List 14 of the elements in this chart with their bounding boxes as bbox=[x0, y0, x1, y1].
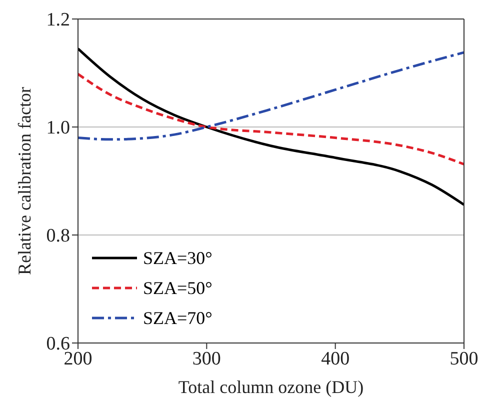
y-tick-label: 1.0 bbox=[46, 118, 70, 139]
x-axis-title: Total column ozone (DU) bbox=[178, 377, 364, 397]
y-tick-label: 0.8 bbox=[46, 226, 70, 247]
line-series bbox=[78, 47, 464, 206]
legend-label: SZA=30° bbox=[143, 248, 212, 268]
y-axis-title: Relative calibration factor bbox=[14, 87, 34, 275]
line-series bbox=[78, 72, 464, 166]
x-tick-label: 400 bbox=[321, 348, 350, 370]
y-tick-label: 1.2 bbox=[46, 10, 70, 31]
line-series bbox=[78, 51, 464, 141]
legend-label: SZA=50° bbox=[143, 278, 212, 298]
x-tick-label: 500 bbox=[450, 348, 478, 370]
legend-label: SZA=70° bbox=[143, 308, 212, 328]
x-tick-label: 300 bbox=[192, 348, 221, 370]
